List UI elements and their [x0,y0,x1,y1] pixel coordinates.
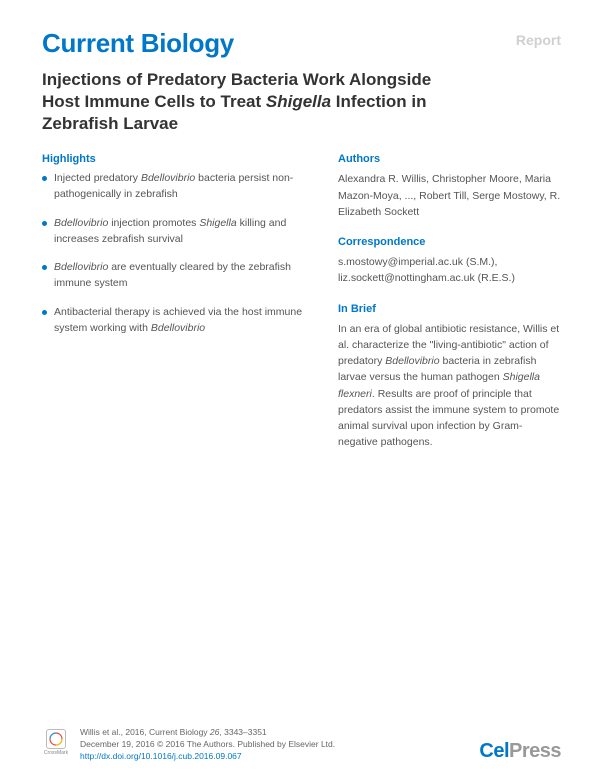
inbrief-post: . Results are proof of principle that pr… [338,388,559,449]
citation-pages: , 3343–3351 [219,727,266,737]
logo-press: Press [509,740,561,762]
logo-cell: Cel [479,740,509,762]
highlight-item: Antibacterial therapy is achieved via th… [42,305,314,337]
correspondence-heading: Correspondence [338,236,561,248]
correspondence-email: s.mostowy@imperial.ac.uk (S.M.), [338,256,497,268]
crossmark-badge[interactable]: CrossMark [42,729,70,763]
journal-title: Current Biology [42,28,561,59]
doi-link[interactable]: http://dx.doi.org/10.1016/j.cub.2016.09.… [80,751,242,761]
crossmark-label: CrossMark [44,750,68,756]
inbrief-italic: Bdellovibrio [385,355,439,367]
highlights-column: Highlights Injected predatory Bdellovibr… [42,153,314,466]
report-label: Report [516,32,561,48]
citation-text: Willis et al., 2016, Current Biology [80,727,210,737]
right-column: Authors Alexandra R. Willis, Christopher… [338,153,561,466]
hl-italic: Bdellovibrio [54,217,108,229]
highlight-item: Injected predatory Bdellovibrio bacteria… [42,171,314,203]
correspondence-email: liz.sockett@nottingham.ac.uk (R.E.S.) [338,272,515,284]
article-title: Injections of Predatory Bacteria Work Al… [42,69,561,135]
crossmark-icon [46,729,66,749]
correspondence-block: s.mostowy@imperial.ac.uk (S.M.), liz.soc… [338,254,561,287]
citation-block: Willis et al., 2016, Current Biology 26,… [80,727,335,763]
title-line3: Zebrafish Larvae [42,114,178,133]
hl-italic: Bdellovibrio [54,261,108,273]
footer: CrossMark Willis et al., 2016, Current B… [42,727,561,763]
hl-italic: Bdellovibrio [151,322,205,334]
inbrief-heading: In Brief [338,303,561,315]
highlights-heading: Highlights [42,153,314,165]
cellpress-logo: CelPress [479,740,561,763]
authors-list: Alexandra R. Willis, Christopher Moore, … [338,171,561,220]
title-line2-italic: Shigella [266,92,331,111]
highlight-item: Bdellovibrio injection promotes Shigella… [42,216,314,248]
citation-date: December 19, 2016 © 2016 The Authors. Pu… [80,739,335,749]
authors-heading: Authors [338,153,561,165]
title-line1: Injections of Predatory Bacteria Work Al… [42,70,431,89]
hl-italic: Bdellovibrio [141,172,195,184]
hl-italic: Shigella [199,217,236,229]
hl-text: injection promotes [108,217,199,229]
title-line2a: Host Immune Cells to Treat [42,92,266,111]
hl-text: Injected predatory [54,172,141,184]
highlight-item: Bdellovibrio are eventually cleared by t… [42,260,314,292]
inbrief-text: In an era of global antibiotic resistanc… [338,321,561,451]
title-line2b: Infection in [331,92,426,111]
citation-vol: 26 [210,727,219,737]
